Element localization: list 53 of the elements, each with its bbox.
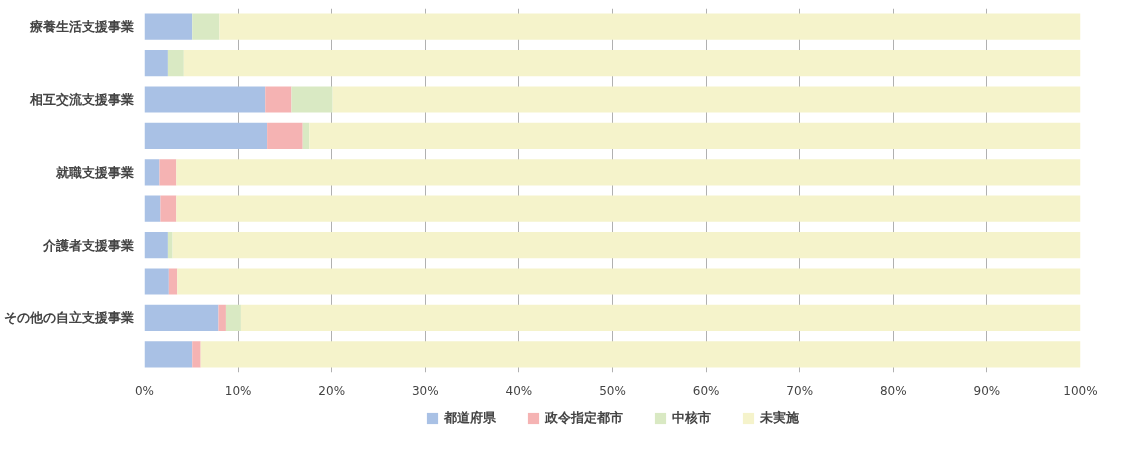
bar (176, 159, 1081, 186)
bar (218, 304, 226, 331)
bar (332, 86, 1081, 113)
y-tick-label: 療養生活支援事業 (28, 19, 134, 35)
bar (168, 268, 178, 295)
bar (225, 304, 241, 331)
x-tick-label: 50% (599, 383, 626, 398)
bar (183, 50, 1081, 77)
bar (192, 341, 201, 368)
bar (144, 50, 168, 77)
x-tick-label: 20% (318, 383, 346, 398)
bar (192, 13, 220, 40)
legend-label: 中核市 (672, 409, 711, 427)
bar (144, 195, 161, 222)
bar (144, 232, 168, 259)
bar (267, 122, 303, 149)
legend-label: 未実施 (760, 409, 799, 427)
bar (144, 13, 193, 40)
x-tick-label: 100% (1063, 383, 1098, 398)
x-tick-label: 40% (505, 383, 533, 398)
y-tick-label: 相互交流支援事業 (28, 92, 134, 107)
bar (172, 232, 1081, 259)
x-tick-label: 10% (224, 383, 252, 398)
bar (144, 122, 268, 149)
x-tick-label: 30% (411, 383, 439, 398)
x-tick-label: 0% (134, 383, 155, 398)
bar (177, 268, 1081, 295)
x-tick-label: 60% (692, 383, 720, 398)
y-tick-label: 介護者支援事業 (41, 237, 134, 253)
bar (309, 122, 1081, 149)
bar (167, 232, 173, 259)
y-tick-label: 就職支援事業 (54, 164, 134, 180)
legend-label: 政令指定都市 (545, 409, 623, 427)
bar (144, 159, 160, 186)
legend-label: 都道府県 (444, 409, 496, 427)
bar (291, 86, 333, 113)
bar (167, 50, 184, 77)
x-tick-label: 90% (973, 383, 1001, 398)
bar (200, 341, 1081, 368)
bar (302, 122, 310, 149)
x-tick-label: 70% (786, 383, 814, 398)
bar (159, 159, 177, 186)
bar (144, 86, 266, 113)
bar (160, 195, 177, 222)
bar (240, 304, 1081, 331)
bar (219, 13, 1081, 40)
bar (144, 268, 169, 295)
bar (176, 195, 1081, 222)
bar (144, 341, 193, 368)
bar (144, 304, 219, 331)
y-tick-label: その他の自立支援事業 (3, 310, 134, 326)
bar (265, 86, 292, 113)
x-tick-label: 80% (879, 383, 907, 398)
